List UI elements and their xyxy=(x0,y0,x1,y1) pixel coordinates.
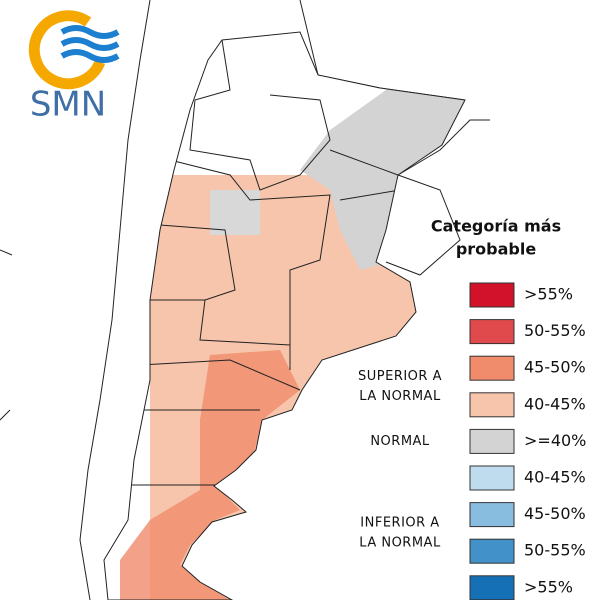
legend-label: 40-45% xyxy=(524,394,586,413)
legend-label: 50-55% xyxy=(524,321,586,340)
legend-swatch xyxy=(469,282,515,308)
group-label: SUPERIOR A xyxy=(358,369,442,384)
legend-swatch xyxy=(469,502,515,528)
legend-swatch xyxy=(469,428,515,454)
legend: Categoría más probable >55% 50-55% 45-50% 40-… xyxy=(358,217,586,600)
legend-label: >55% xyxy=(524,577,573,596)
legend-label: >55% xyxy=(524,285,573,304)
province-borders xyxy=(120,39,401,486)
legend-swatch xyxy=(469,355,515,381)
logo-text: SMN xyxy=(30,85,106,125)
legend-swatch xyxy=(469,538,515,564)
neighbour-borders xyxy=(0,0,490,600)
group-label: LA NORMAL xyxy=(359,535,441,550)
legend-swatch xyxy=(469,575,515,600)
country-border xyxy=(103,31,466,600)
legend-label: 40-45% xyxy=(524,468,586,487)
legend-title: probable xyxy=(456,240,537,259)
legend-title: Categoría más xyxy=(431,217,561,236)
legend-label: 50-55% xyxy=(524,541,586,560)
group-label: NORMAL xyxy=(370,434,430,449)
logo: SMN xyxy=(28,10,120,125)
legend-swatch xyxy=(469,392,515,418)
legend-swatch xyxy=(469,319,515,345)
legend-swatch xyxy=(469,465,515,491)
legend-label: 45-50% xyxy=(524,358,586,377)
legend-label: >=40% xyxy=(524,431,586,450)
group-label: INFERIOR A xyxy=(360,515,439,530)
group-label: LA NORMAL xyxy=(359,389,441,404)
legend-label: 45-50% xyxy=(524,504,586,523)
